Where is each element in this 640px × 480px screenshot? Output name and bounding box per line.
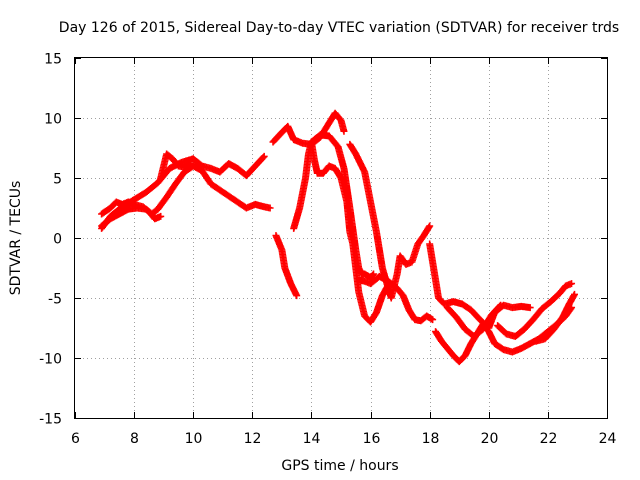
y-tick-label: -10 <box>39 352 62 368</box>
data-point <box>526 304 534 312</box>
x-tick-label: 10 <box>185 431 203 447</box>
x-tick-label: 18 <box>422 431 440 447</box>
plot-frame <box>74 57 608 419</box>
x-tick-label: 16 <box>363 431 381 447</box>
data-point <box>186 160 194 168</box>
series-track-5 <box>272 232 301 300</box>
x-axis-tick-labels: 6 8 10 12 14 16 18 20 22 24 <box>71 431 616 447</box>
data-point <box>293 292 301 300</box>
series-track-9 <box>346 140 434 302</box>
x-tick-label: 8 <box>130 431 139 447</box>
data-point <box>570 290 578 298</box>
data-point <box>369 271 377 279</box>
grid-lines <box>75 58 607 418</box>
y-axis-label: SDTVAR / TECUs <box>8 181 24 296</box>
data-point <box>260 152 268 160</box>
series-track-14 <box>494 280 576 340</box>
x-axis-label: GPS time / hours <box>281 458 398 474</box>
chart-title: Day 126 of 2015, Sidereal Day-to-day VTE… <box>59 20 619 36</box>
data-point <box>259 153 267 161</box>
series-track-15 <box>532 290 578 345</box>
data-point <box>340 127 348 135</box>
series-track-8 <box>307 131 378 282</box>
data-point <box>370 270 378 278</box>
axis-ticks <box>75 58 608 419</box>
series-track-13 <box>443 301 505 340</box>
y-tick-label: 10 <box>44 112 62 128</box>
x-tick-label: 22 <box>540 431 558 447</box>
data-point <box>497 301 505 309</box>
x-tick-label: 6 <box>71 431 80 447</box>
data-point <box>426 222 434 230</box>
x-tick-label: 12 <box>244 431 262 447</box>
series-track-3 <box>98 198 165 223</box>
y-tick-label: -5 <box>48 292 62 308</box>
series-track-11 <box>426 240 534 332</box>
y-tick-label: 0 <box>53 232 62 248</box>
data-point <box>429 316 437 324</box>
series-track-10 <box>355 272 437 325</box>
x-tick-label: 20 <box>481 431 499 447</box>
data-point <box>157 212 165 220</box>
y-tick-label: -15 <box>39 412 62 428</box>
x-tick-label: 24 <box>599 431 617 447</box>
data-markers <box>98 109 578 366</box>
series-track-4 <box>157 150 194 182</box>
y-tick-label: 5 <box>53 172 62 188</box>
data-point <box>496 302 504 310</box>
x-tick-label: 14 <box>303 431 321 447</box>
data-point <box>266 204 274 212</box>
y-axis-tick-labels: 15 10 5 0 -5 -10 -15 <box>39 52 62 428</box>
y-tick-label: 15 <box>44 52 62 68</box>
data-point <box>568 280 576 288</box>
